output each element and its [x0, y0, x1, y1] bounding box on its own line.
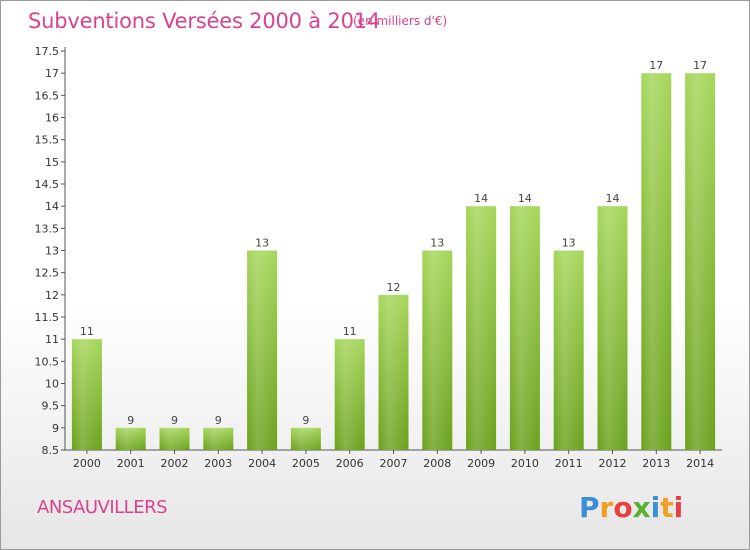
bar-value-label: 13: [430, 237, 444, 250]
bar-highlight: [116, 428, 146, 450]
bar-highlight: [291, 428, 321, 450]
bar-highlight: [510, 206, 540, 450]
svg-text:Proxiti: Proxiti: [579, 491, 683, 524]
proxiti-logo[interactable]: Proxiti: [579, 488, 689, 524]
y-tick-label: 17: [45, 67, 59, 80]
y-tick-label: 10.5: [35, 355, 60, 368]
bar-value-label: 9: [302, 414, 309, 427]
x-tick-label: 2003: [204, 457, 232, 470]
bar-value-label: 9: [215, 414, 222, 427]
bar-value-label: 9: [127, 414, 134, 427]
x-tick-label: 2005: [292, 457, 320, 470]
y-tick-label: 8.5: [42, 444, 60, 457]
y-tick-label: 16.5: [35, 89, 60, 102]
bar-highlight: [466, 206, 496, 450]
bar-highlight: [685, 73, 715, 450]
y-tick-label: 11: [45, 333, 59, 346]
bar-highlight: [72, 339, 102, 450]
bar-value-label: 14: [518, 192, 532, 205]
bar-value-label: 14: [474, 192, 488, 205]
bar-value-label: 12: [387, 281, 401, 294]
x-tick-label: 2012: [599, 457, 627, 470]
bar-highlight: [247, 251, 277, 451]
y-tick-label: 9.5: [42, 400, 60, 413]
y-tick-label: 10: [45, 378, 59, 391]
x-tick-label: 2002: [161, 457, 189, 470]
y-tick-label: 12: [45, 289, 59, 302]
bar-highlight: [554, 251, 584, 451]
bar-highlight: [422, 251, 452, 451]
y-tick-label: 14.5: [35, 178, 60, 191]
y-tick-label: 13.5: [35, 222, 60, 235]
y-tick-label: 15: [45, 156, 59, 169]
bar-value-label: 13: [255, 237, 269, 250]
x-tick-label: 2014: [686, 457, 714, 470]
y-tick-label: 14: [45, 200, 59, 213]
y-tick-label: 15.5: [35, 134, 60, 147]
bar-value-label: 13: [562, 237, 576, 250]
bar-value-label: 11: [80, 325, 94, 338]
x-tick-label: 2006: [336, 457, 364, 470]
y-tick-label: 16: [45, 112, 59, 125]
y-tick-label: 13: [45, 245, 59, 258]
bar-highlight: [598, 206, 628, 450]
bars: [72, 73, 715, 450]
bar-value-label: 9: [171, 414, 178, 427]
bar-value-label: 11: [343, 325, 357, 338]
x-tick-label: 2011: [555, 457, 583, 470]
x-tick-label: 2013: [642, 457, 670, 470]
commune-name: ANSAUVILLERS: [37, 497, 167, 518]
x-tick-label: 2009: [467, 457, 495, 470]
bar-value-label: 17: [649, 59, 663, 72]
x-tick-label: 2010: [511, 457, 539, 470]
x-tick-label: 2008: [423, 457, 451, 470]
bar-highlight: [160, 428, 190, 450]
bar-value-label: 14: [606, 192, 620, 205]
y-tick-label: 9: [52, 422, 59, 435]
bar-highlight: [335, 339, 365, 450]
bar-highlight: [203, 428, 233, 450]
y-tick-label: 12.5: [35, 267, 60, 280]
y-tick-label: 17.5: [35, 45, 60, 58]
y-tick-label: 11.5: [35, 311, 60, 324]
x-tick-label: 2001: [117, 457, 145, 470]
x-tick-label: 2004: [248, 457, 276, 470]
x-tick-label: 2000: [73, 457, 101, 470]
bar-highlight: [641, 73, 671, 450]
bar-value-label: 17: [693, 59, 707, 72]
x-tick-label: 2007: [380, 457, 408, 470]
bar-highlight: [379, 295, 409, 450]
